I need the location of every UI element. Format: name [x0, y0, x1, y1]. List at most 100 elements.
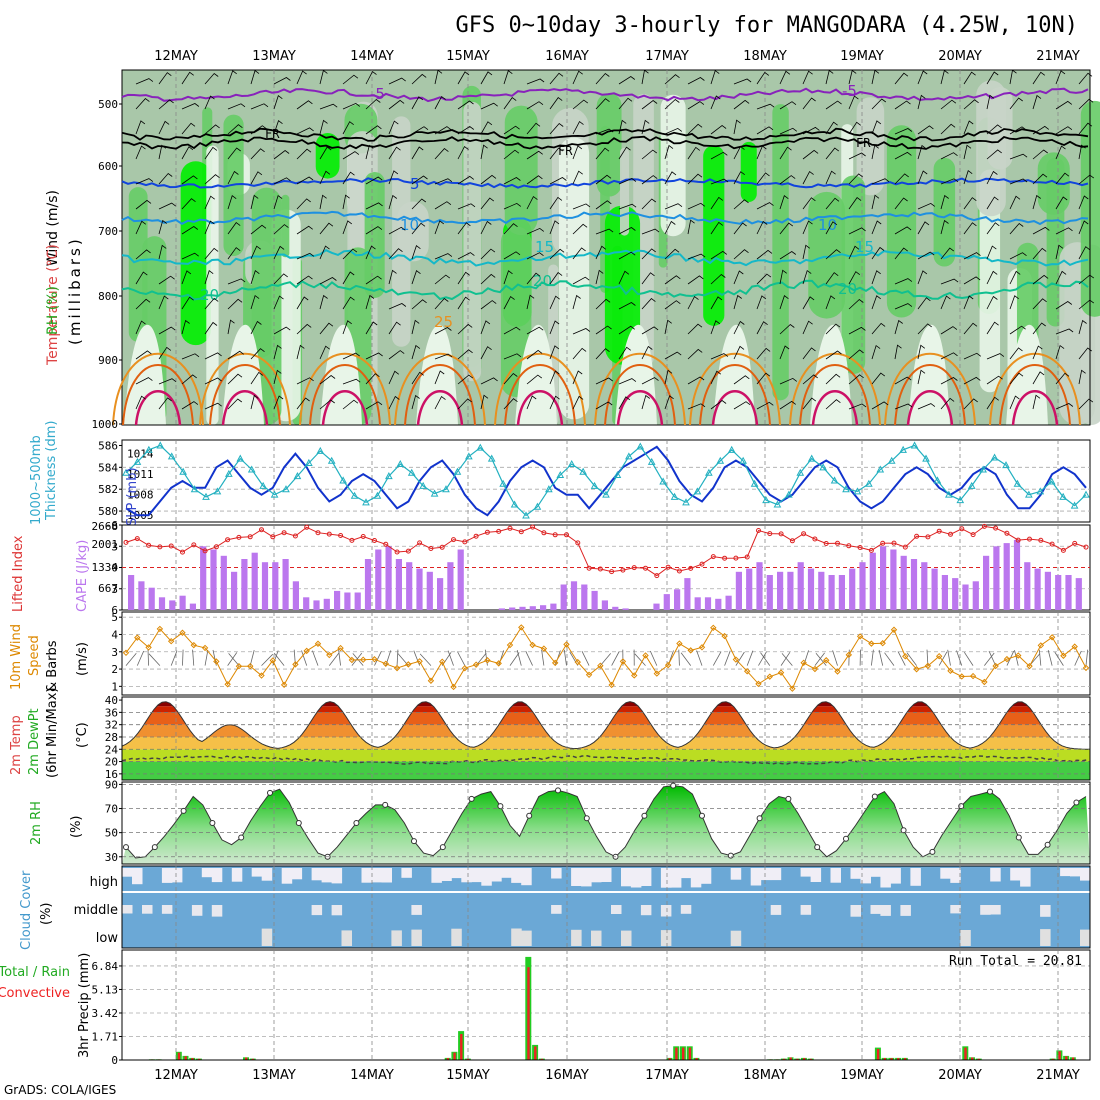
barb-0-11 [135, 350, 152, 360]
barb-34-0 [917, 70, 928, 85]
precip-panel: 6.84 5.13 3.42 1.71 0 3hr Precip (mm) Total … [0, 949, 1091, 1067]
cape-bar-37 [509, 607, 516, 610]
precip-tick-3.42: 3.42 [92, 1007, 119, 1020]
thickness-point-80 [1036, 487, 1045, 495]
li-point-49 [676, 568, 682, 574]
barb-31-5 [848, 197, 862, 210]
cape-tick-667: 667 [98, 582, 118, 595]
barb-4-13 [227, 398, 243, 410]
contour-25-2 [299, 352, 391, 426]
barb-25-9 [710, 296, 723, 310]
barb-37-3 [986, 149, 1002, 160]
cape-tick-1334: 1334 [92, 561, 119, 574]
bottom-date-20MAY: 20MAY [938, 1068, 982, 1083]
barb-17-4 [526, 175, 543, 185]
barb-28-6 [779, 222, 794, 235]
clabel-20-b: 20 [533, 272, 552, 290]
barb-23-6 [664, 220, 676, 235]
top-date-13MAY: 13MAY [252, 49, 296, 64]
barb-36-11 [963, 352, 982, 360]
barb-38-13 [1009, 395, 1020, 410]
thickness-point-67 [887, 456, 896, 464]
barb-21-10 [618, 325, 635, 335]
barb-5-12 [250, 371, 264, 385]
wind-point-75 [969, 672, 977, 680]
barb-10-5 [365, 202, 383, 210]
cloud-high-clear-28 [401, 868, 412, 878]
barb-8-1 [319, 103, 338, 110]
barb-11-3 [388, 146, 401, 160]
barb-38-1 [1009, 97, 1023, 110]
wind-line [125, 626, 1087, 690]
rh-point-18 [295, 820, 302, 826]
wind-barb-85 [1085, 649, 1089, 666]
thickness-point-66 [876, 465, 885, 473]
barb-6-5 [273, 194, 283, 210]
cape-bar-47 [612, 606, 619, 610]
thickness-point-57 [773, 500, 782, 508]
temp-tick-32: 32 [105, 719, 118, 732]
barb-29-2 [802, 126, 820, 135]
cloud-high-clear-24 [361, 868, 372, 883]
cape-bar-56 [704, 597, 712, 610]
contour-35-2 [321, 390, 369, 426]
barb-33-4 [894, 173, 909, 185]
li-point-68 [891, 540, 897, 546]
wind-point-21 [359, 656, 367, 663]
barb-33-7 [894, 247, 908, 260]
temp-band-6 [122, 701, 1090, 707]
wind-point-78 [1003, 655, 1011, 663]
barb-2-0 [181, 71, 194, 85]
contour-30-5 [604, 364, 676, 426]
wind-point-71 [924, 662, 932, 670]
wind-label-2: Speed [27, 635, 42, 676]
precip-conv-bar-141 [1071, 1057, 1075, 1060]
thickness-point-0 [122, 468, 130, 476]
wind-barb-35 [516, 649, 522, 666]
wind-barb-81 [1038, 649, 1042, 666]
contour-35-6 [711, 390, 759, 426]
barb-6-0 [273, 77, 291, 85]
barb-3-7 [204, 247, 219, 260]
barb-10-6 [365, 226, 383, 235]
wind-tick-5: 5 [111, 611, 118, 624]
barb-36-1 [963, 99, 979, 110]
wind-point-31 [472, 661, 480, 668]
thickness-point-28 [442, 485, 450, 493]
barb-25-13 [710, 399, 727, 410]
barb-26-1 [733, 99, 750, 110]
barb-1-7 [158, 244, 167, 260]
wind-point-11 [247, 662, 254, 670]
cloud-low-clear-29 [411, 929, 422, 946]
wind-point-14 [280, 681, 288, 689]
clabel-10-a: 10 [400, 216, 419, 234]
barb-7-2 [296, 127, 314, 135]
wind-point-80 [1026, 662, 1033, 670]
barb-40-2 [1055, 126, 1073, 135]
barb-14-3 [457, 145, 469, 160]
cloud-high-clear-34 [461, 868, 472, 883]
rh-point-90 [987, 788, 993, 795]
barb-34-12 [917, 369, 926, 385]
barb-7-3 [296, 148, 312, 160]
barb-30-12 [825, 373, 841, 385]
thickness-point-37 [545, 485, 553, 493]
barb-24-0 [687, 77, 705, 85]
cape-bar-63 [777, 571, 784, 610]
barb-21-7 [618, 251, 636, 260]
thickness-point-3 [156, 441, 165, 449]
barb-26-6 [733, 222, 747, 235]
rh-tick-30: 30 [105, 851, 118, 864]
rh-point-45 [555, 787, 561, 794]
cloud-high-clear-19 [311, 868, 323, 881]
barb-22-2 [641, 119, 650, 135]
wind-point-12 [258, 672, 265, 679]
clabel-15-b: 15 [855, 238, 874, 256]
top-date-16MAY: 16MAY [545, 49, 589, 64]
barb-27-3 [756, 145, 767, 160]
wind-point-66 [868, 640, 875, 647]
rh-cell-10 [856, 97, 885, 196]
wind-barb-29 [447, 650, 454, 666]
rh-point-87 [958, 803, 965, 810]
